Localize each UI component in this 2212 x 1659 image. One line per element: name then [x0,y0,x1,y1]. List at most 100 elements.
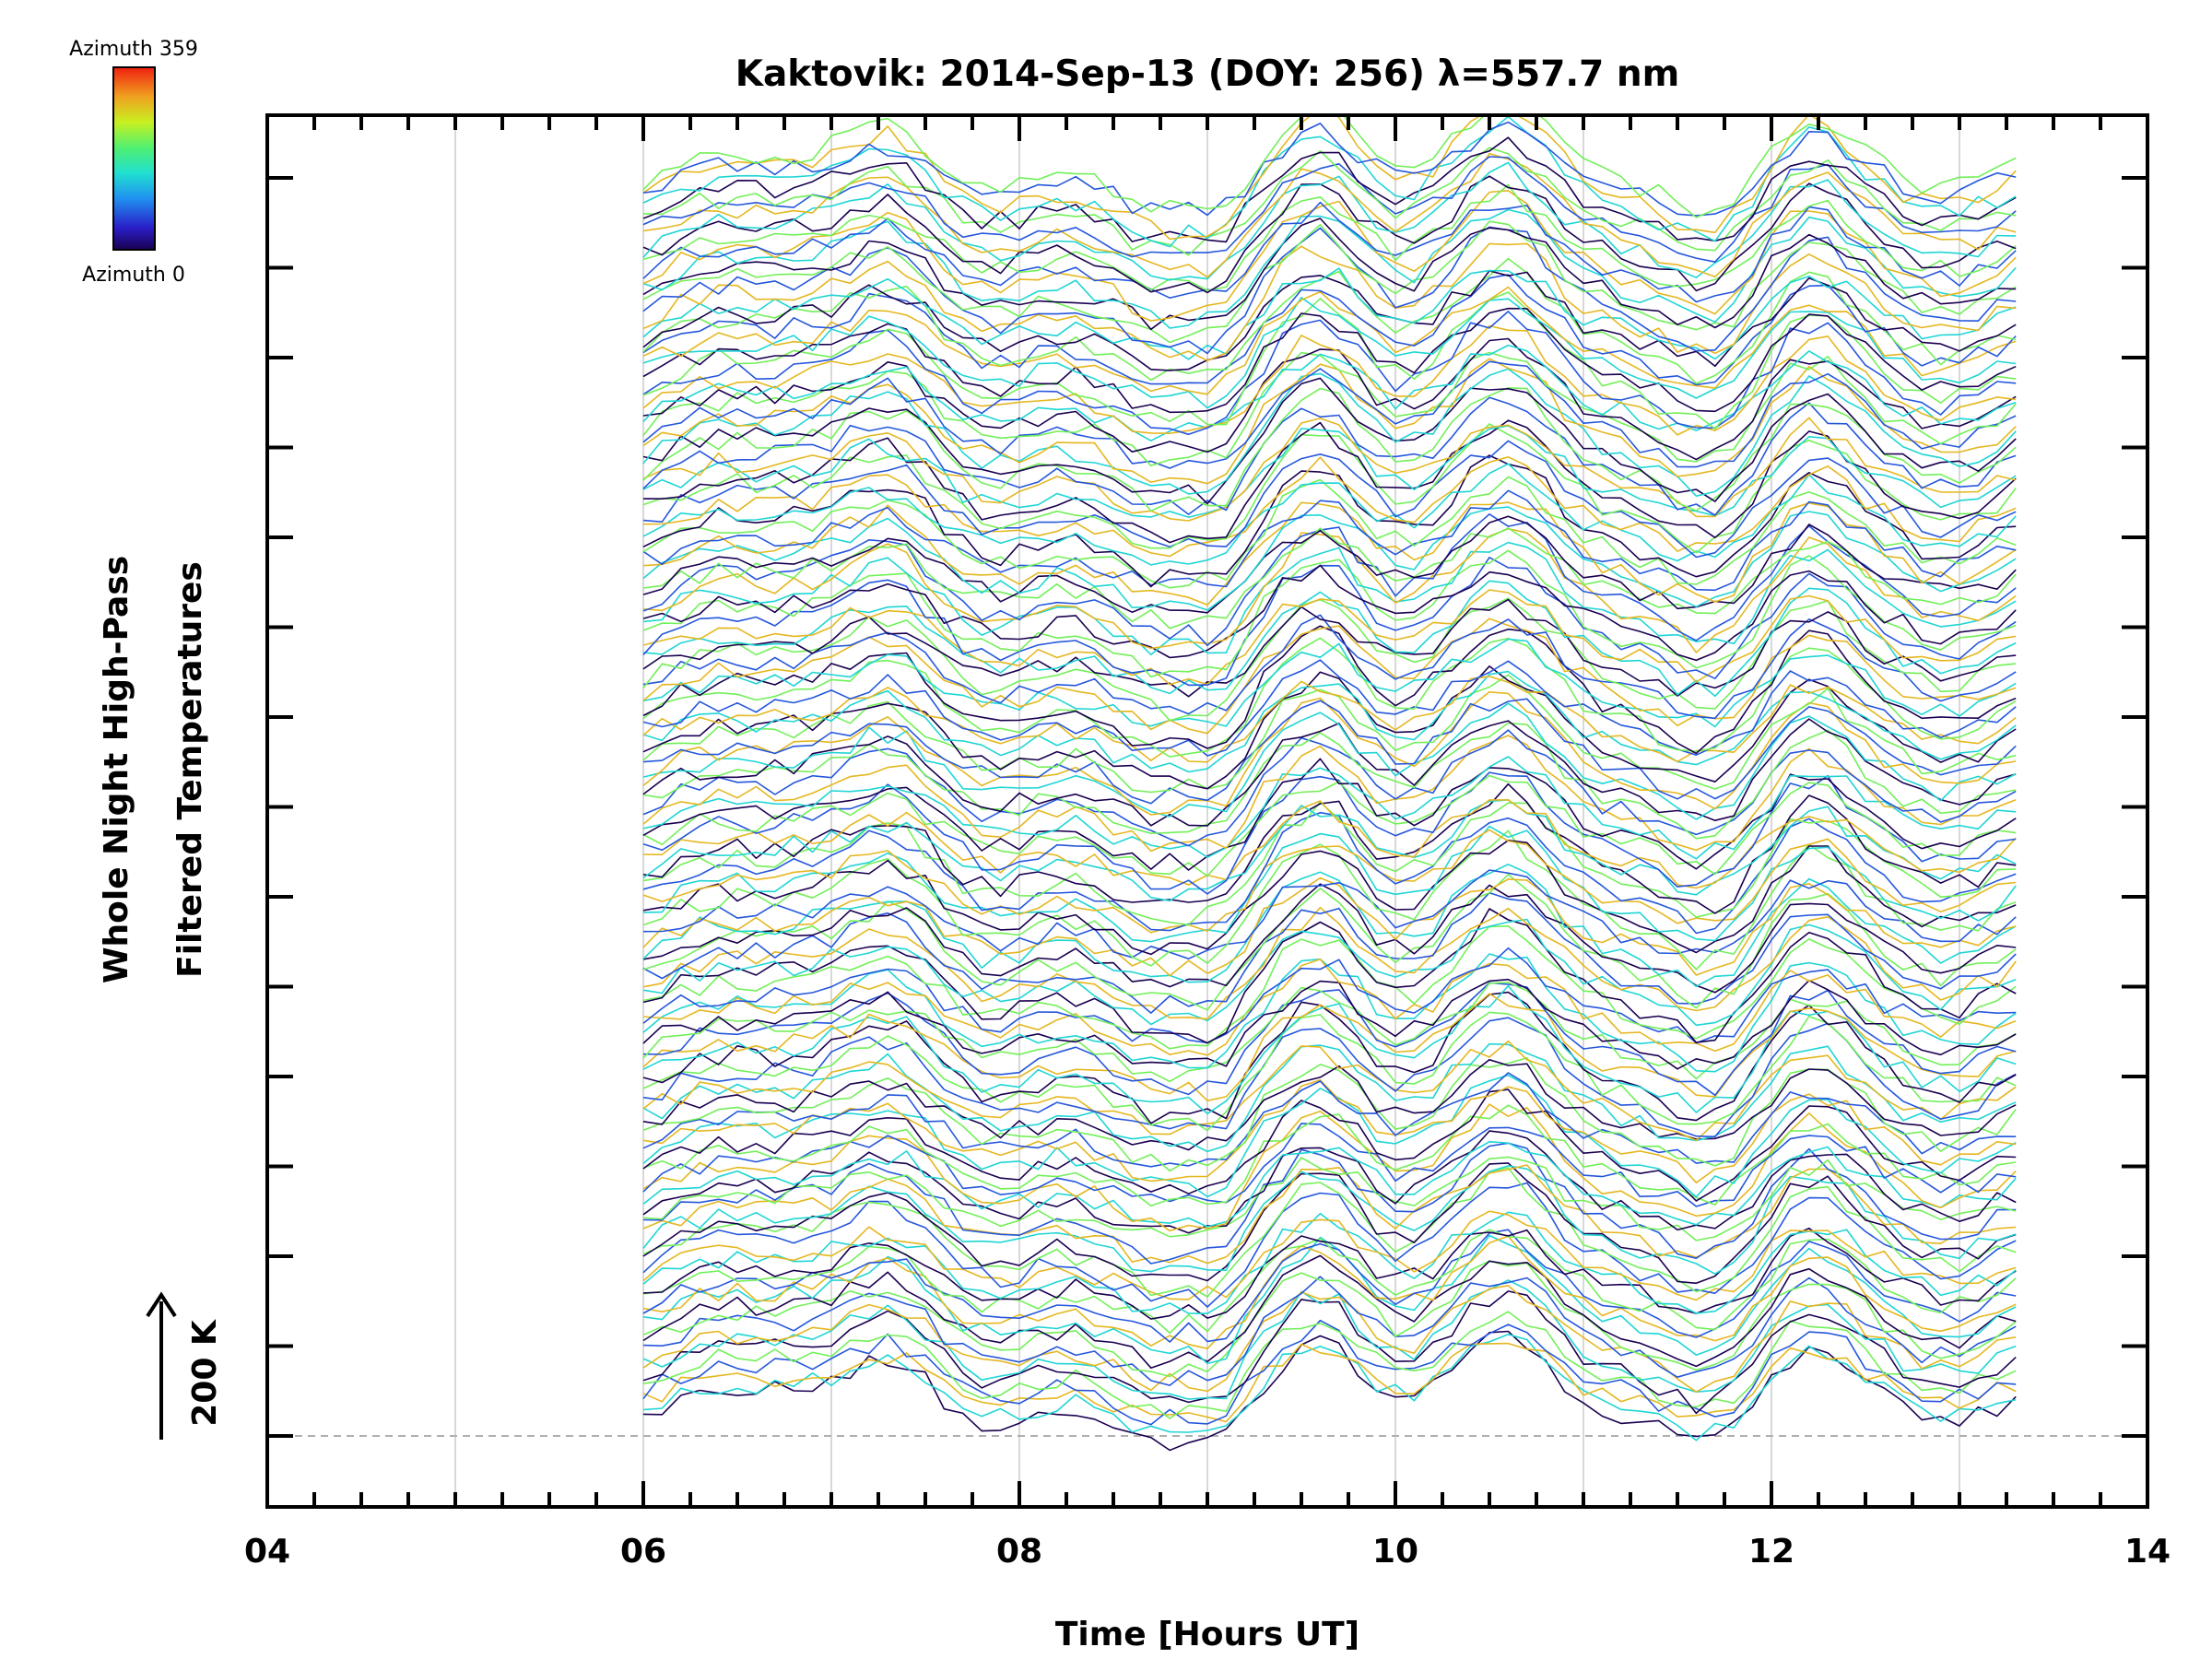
series-line [642,625,2017,755]
series-line [642,242,2017,362]
series-line [642,115,2017,241]
series-line [642,136,2017,243]
series-line [642,344,2017,442]
series-line [642,368,2017,498]
series-line [642,883,2017,994]
colorbar-top-label: Azimuth 359 [69,38,198,61]
series-line [642,115,2017,218]
series-line [642,676,2017,763]
series-line [642,1182,2017,1308]
series-line [642,351,2017,467]
colorbar-legend: Azimuth 359 Azimuth 0 [69,38,198,287]
series-line [642,549,2017,678]
series-line [642,311,2017,436]
series-line [642,476,2017,589]
series-line [642,183,2017,291]
series-line [642,1311,2017,1419]
series-line [642,386,2017,512]
series-line [642,1079,2017,1183]
series-line [642,729,2017,847]
series-line [642,417,2017,522]
series-line [642,506,2017,611]
series-line [642,638,2017,728]
series-line [642,580,2017,698]
series-line [642,226,2017,355]
series-line [642,801,2017,926]
series-line [642,377,2017,505]
series-line [642,274,2017,386]
series-line [642,665,2017,790]
series-line [642,877,2017,977]
series-line [642,324,2017,436]
series-line [642,515,2017,614]
x-tick-label: 12 [1748,1533,1794,1571]
series-line [642,1074,2017,1198]
series-line [642,1260,2017,1378]
series-line [642,869,2017,959]
series-line [642,201,2017,303]
series-line [642,978,2017,1070]
series-line [642,1040,2017,1142]
x-tick-label: 04 [244,1533,290,1571]
series-line [642,771,2017,895]
series-line [642,501,2017,606]
series-line [642,825,2017,943]
scale-bar-arrowhead-icon [146,1291,177,1318]
series-line [642,1042,2017,1153]
series-line [642,959,2017,1056]
series-line [642,702,2017,820]
series-line [642,839,2017,956]
x-tick-label: 10 [1372,1533,1418,1571]
series-line [642,1167,2017,1298]
series-line [642,873,2017,1011]
series-line [642,1123,2017,1207]
series-line [642,208,2017,329]
series-line [642,1227,2017,1320]
series-line [642,659,2017,757]
x-tick-labels: 04 06 08 10 12 14 [244,1533,2171,1571]
series-line [642,924,2017,1050]
series-line [642,1290,2017,1415]
series-line [642,718,2017,827]
series-line [642,1072,2017,1168]
y-axis-label-line1: Whole Night High-Pass [98,556,135,983]
series-line [642,220,2017,344]
series-line [642,291,2017,430]
series-line [642,296,2017,409]
series-line [642,115,2017,248]
scale-bar: 200 K [146,1291,224,1440]
series-line [642,1141,2017,1228]
series-line [642,598,2017,698]
series-line [642,756,2017,860]
series-line [642,1104,2017,1207]
series-line [642,614,2017,720]
series-line [642,1164,2017,1265]
series-line [642,993,2017,1101]
x-tick-label: 06 [620,1533,666,1571]
series-line [642,589,2017,686]
series-line [642,947,2017,1044]
x-axis-label: Time [Hours UT] [1055,1616,1359,1653]
series-line [642,1011,2017,1132]
series-line [642,830,2017,971]
series-line [642,829,2017,934]
series-line [642,1017,2017,1138]
series-line [642,419,2017,544]
series-line [642,1088,2017,1202]
series-line [642,1334,2017,1441]
x-tick-label: 14 [2124,1533,2171,1571]
series-line [642,175,2017,294]
series-line [642,863,2017,988]
series-line [642,161,2017,281]
series-line [642,1254,2017,1369]
series-line [642,782,2017,914]
series-line [642,774,2017,877]
series-line [642,735,2017,853]
colorbar-bottom-label: Azimuth 0 [82,264,185,287]
series-line [642,156,2017,264]
series-line [642,918,2017,1027]
series-line [642,799,2017,889]
series-line [642,1057,2017,1172]
series-line [642,906,2017,1020]
